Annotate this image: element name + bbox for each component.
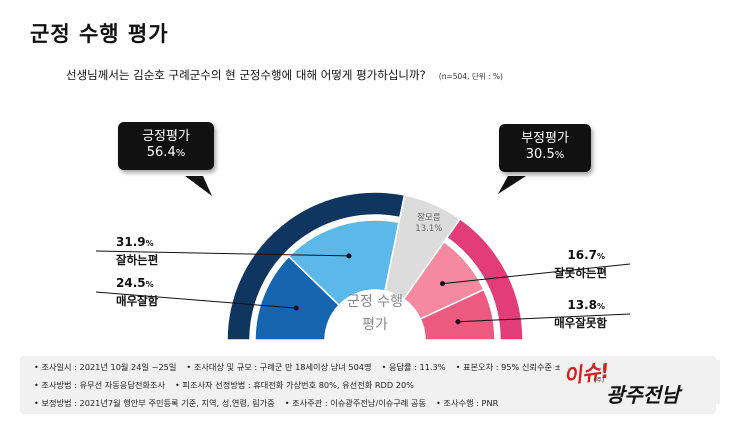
inner-slice-4 [419, 288, 496, 341]
negative-bubble: 부정평가 30.5% [499, 124, 591, 172]
leader-line-1 [95, 250, 350, 257]
negative-bubble-value: 30.5% [525, 147, 565, 163]
leader-dot-4 [455, 319, 461, 325]
inner-slice-1 [287, 219, 400, 307]
value-label-1: 31.9% [116, 235, 154, 249]
dontknow-value: 13.1% [415, 224, 442, 234]
leader-line-0 [95, 291, 297, 309]
svg-text:(주): (주) [594, 377, 604, 384]
dontknow-label: 잘모름 [417, 212, 441, 223]
value-label-0: 24.5% [116, 276, 154, 290]
category-label-4: 매우잘못함 [554, 316, 607, 330]
inner-slice-2 [384, 194, 462, 301]
footer-row-3: • 보정방법 : 2021년7월 행안부 주민등록 기준, 지역, 성,연령, … [34, 398, 499, 408]
leader-dot-0 [293, 305, 299, 311]
center-label-line-0: 군정 수행 [347, 294, 403, 310]
positive-bubble: 긍정평가 56.4% [118, 122, 214, 170]
question-row: 선생님께서는 김순호 구례군수의 현 군정수행에 대해 어떻게 평가하십니까? … [66, 64, 503, 83]
issue-gwangju-jeonnam-logo: 이슈! 광주전남 (주) [560, 358, 720, 407]
value-label-3: 16.7% [567, 248, 605, 262]
category-label-1: 잘하는편 [116, 253, 158, 267]
leader-dot-3 [440, 281, 446, 287]
sample-meta: (n=504, 단위 : %) [438, 72, 503, 81]
leader-dot-1 [346, 253, 352, 259]
value-label-4: 13.8% [567, 298, 605, 312]
svg-text:광주전남: 광주전남 [606, 383, 683, 407]
survey-question: 선생님께서는 김순호 구례군수의 현 군정수행에 대해 어떻게 평가하십니까? [66, 68, 426, 82]
category-label-3: 잘못하는편 [554, 266, 607, 280]
footer-row-2: • 조사방법 : 유무선 자동응답전화조사 • 피조사자 선정방법 : 휴대전화 … [34, 380, 414, 390]
footer-row-1: • 조사일시 : 2021년 10월 24일 ~25일 • 조사대상 및 규모 :… [34, 362, 583, 372]
page-title: 군정 수행 평가 [30, 22, 169, 46]
positive-bubble-value: 56.4% [146, 145, 186, 161]
positive-bubble-label: 긍정평가 [142, 129, 190, 144]
category-label-0: 매우잘함 [116, 294, 159, 308]
center-label-line-1: 평가 [362, 317, 388, 333]
negative-bubble-label: 부정평가 [521, 131, 569, 146]
leader-line-4 [457, 313, 631, 323]
leader-line-3 [442, 263, 631, 285]
